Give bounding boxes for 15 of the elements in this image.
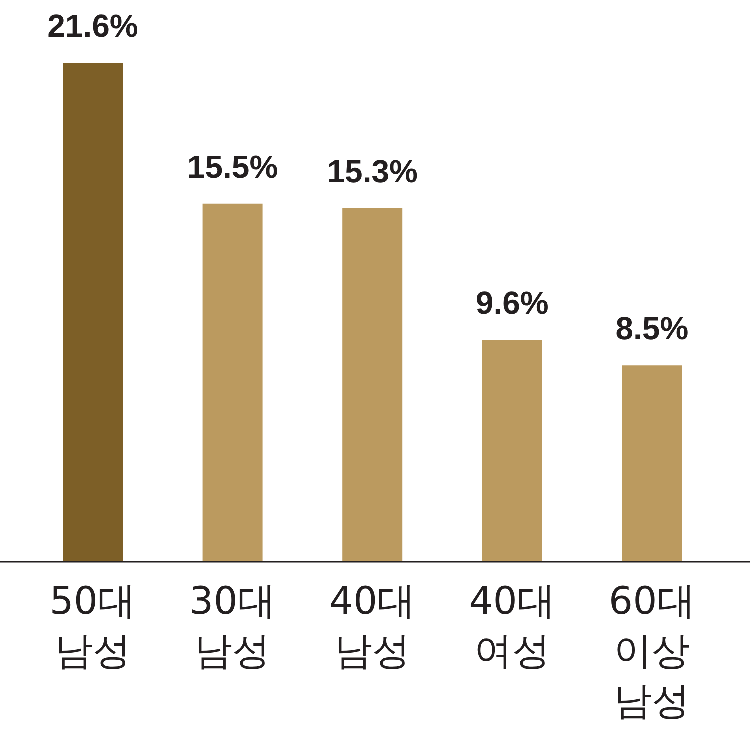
bar [63, 63, 123, 562]
bar [342, 208, 403, 562]
bar [202, 204, 263, 562]
x-tick-label: 50대 남성 [50, 579, 136, 673]
data-label: 9.6% [476, 285, 549, 322]
x-tick-label: 40대 여성 [469, 579, 556, 673]
data-label: 21.6% [48, 8, 138, 44]
x-tick-label: 30대 남성 [190, 579, 276, 673]
bar [482, 340, 542, 562]
data-label: 8.5% [616, 310, 689, 347]
x-tick-label: 60대 이상 남성 [608, 579, 696, 723]
bar [622, 366, 682, 562]
data-label: 15.3% [327, 154, 418, 190]
x-tick-label: 40대 남성 [329, 579, 416, 673]
data-label: 15.5% [187, 148, 278, 185]
